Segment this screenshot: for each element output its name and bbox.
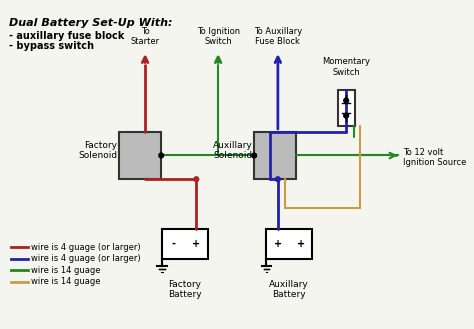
Text: Auxillary
Battery: Auxillary Battery xyxy=(269,280,309,299)
Circle shape xyxy=(275,177,280,182)
Text: +: + xyxy=(192,239,201,249)
Text: Auxillary
Solenoid: Auxillary Solenoid xyxy=(212,141,252,161)
Text: wire is 4 guage (or larger): wire is 4 guage (or larger) xyxy=(31,254,141,264)
Bar xyxy=(337,90,355,126)
Text: wire is 14 guage: wire is 14 guage xyxy=(31,266,101,275)
Text: To
Starter: To Starter xyxy=(130,27,160,46)
Text: Factory
Battery: Factory Battery xyxy=(168,280,202,299)
Bar xyxy=(266,229,312,259)
Text: +: + xyxy=(297,239,305,249)
Text: -: - xyxy=(276,239,280,249)
Circle shape xyxy=(252,153,256,158)
Text: +: + xyxy=(274,239,282,249)
Bar xyxy=(254,132,296,179)
Circle shape xyxy=(159,153,164,158)
Circle shape xyxy=(344,113,348,118)
Circle shape xyxy=(344,98,348,103)
Bar xyxy=(119,132,161,179)
Text: Factory
Solenoid: Factory Solenoid xyxy=(79,141,118,161)
Bar xyxy=(162,229,208,259)
Text: Momentary
Switch: Momentary Switch xyxy=(322,57,370,77)
Text: wire is 14 guage: wire is 14 guage xyxy=(31,277,101,286)
Text: wire is 4 guage (or larger): wire is 4 guage (or larger) xyxy=(31,243,141,252)
Text: -: - xyxy=(172,239,175,249)
Text: To Ignition
Switch: To Ignition Switch xyxy=(197,27,240,46)
Text: -: - xyxy=(299,239,302,249)
Text: To 12 volt
Ignition Source: To 12 volt Ignition Source xyxy=(403,148,466,167)
Text: - bypass switch: - bypass switch xyxy=(9,41,94,51)
Circle shape xyxy=(194,177,199,182)
Text: Dual Battery Set-Up With:: Dual Battery Set-Up With: xyxy=(9,18,173,28)
Text: - auxillary fuse block: - auxillary fuse block xyxy=(9,31,125,41)
Text: To Auxillary
Fuse Block: To Auxillary Fuse Block xyxy=(254,27,302,46)
